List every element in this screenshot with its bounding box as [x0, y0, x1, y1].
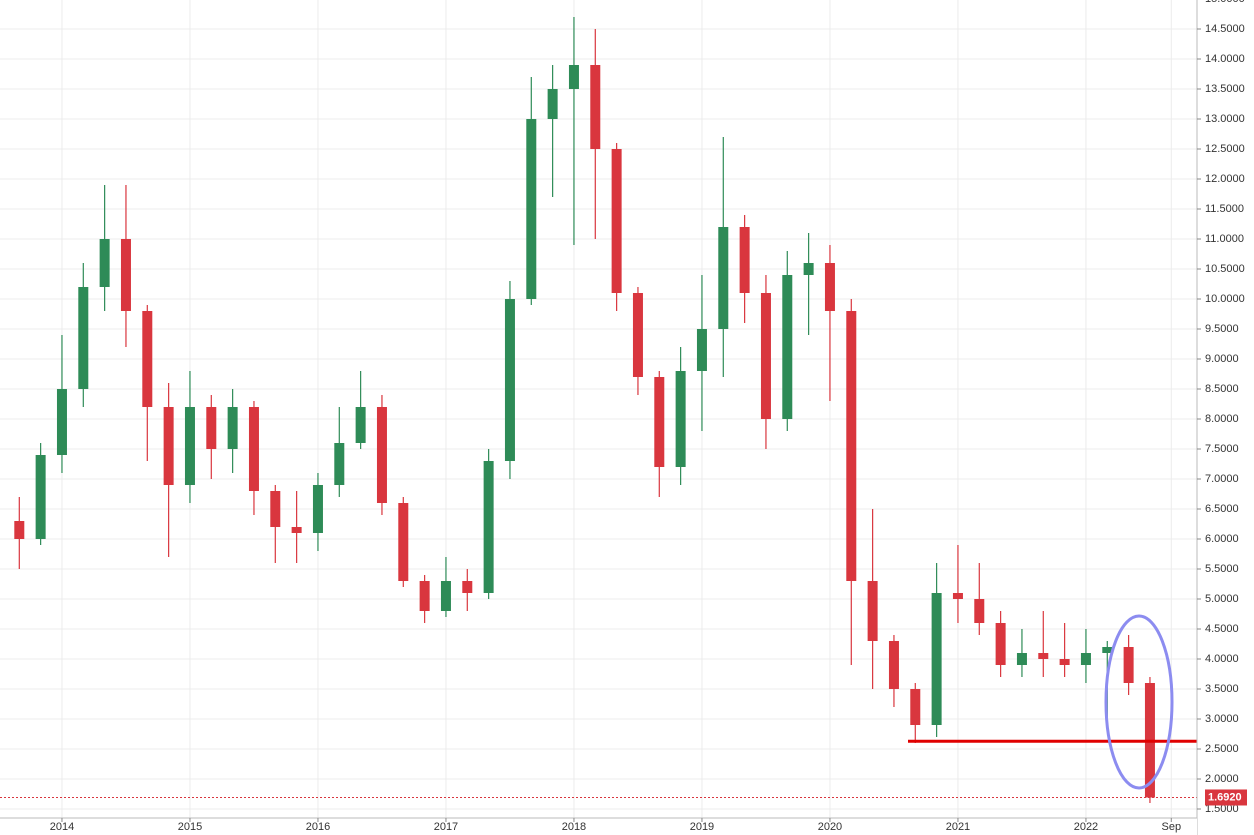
candle-body	[56, 389, 67, 455]
y-tick-label: 14.0000	[1205, 53, 1245, 65]
candle-body	[120, 239, 131, 311]
x-tick-label: 2016	[306, 821, 330, 833]
y-tick-label: 9.5000	[1205, 323, 1239, 335]
x-tick-label: 2020	[818, 821, 842, 833]
candle-body	[654, 377, 665, 467]
candle-body	[632, 293, 643, 377]
y-tick-label: 4.5000	[1205, 623, 1239, 635]
highlight-ellipse	[1104, 614, 1174, 790]
x-tick-label: 2019	[690, 821, 714, 833]
candle-body	[227, 407, 238, 449]
candle-body	[824, 263, 835, 311]
x-tick-label: Sep	[1161, 821, 1181, 833]
candle-body	[1016, 653, 1027, 665]
last-price-tag	[1205, 789, 1247, 806]
candle-body	[334, 443, 345, 485]
candle-body	[888, 641, 899, 689]
candle-body	[995, 623, 1006, 665]
candle-body	[78, 287, 89, 389]
candle-body	[483, 461, 494, 593]
x-tick-label: 2021	[946, 821, 970, 833]
candle-body	[1038, 653, 1049, 659]
candle-body	[867, 581, 878, 641]
candle-body	[291, 527, 302, 533]
candle-body	[398, 503, 409, 581]
y-tick-label: 7.0000	[1205, 473, 1239, 485]
candle-body	[99, 239, 110, 287]
y-tick-label: 7.5000	[1205, 443, 1239, 455]
x-tick-label: 2022	[1074, 821, 1098, 833]
x-tick-label: 2015	[178, 821, 202, 833]
candle-body	[1080, 653, 1091, 665]
candle-body	[590, 65, 601, 149]
last-price-label: 1.6920	[1208, 791, 1242, 803]
candle-body	[270, 491, 281, 527]
candle-body	[952, 593, 963, 599]
candle-body	[355, 407, 366, 443]
y-tick-label: 11.5000	[1205, 203, 1244, 215]
y-tick-label: 12.0000	[1205, 173, 1245, 185]
candle-body	[376, 407, 387, 503]
x-tick-label: 2014	[50, 821, 74, 833]
candle-body	[910, 689, 921, 725]
y-tick-label: 1.5000	[1205, 803, 1239, 815]
candle-body	[675, 371, 686, 467]
y-tick-label: 3.5000	[1205, 683, 1239, 695]
y-tick-label: 3.0000	[1205, 713, 1239, 725]
y-tick-label: 6.0000	[1205, 533, 1239, 545]
candle-body	[142, 311, 153, 407]
candle-body	[419, 581, 430, 611]
candle-body	[163, 407, 174, 485]
candle-body	[526, 119, 537, 299]
y-tick-label: 13.5000	[1205, 83, 1245, 95]
y-tick-label: 2.0000	[1205, 773, 1239, 785]
candle-body	[312, 485, 323, 533]
candle-body	[206, 407, 217, 449]
candle-body	[803, 263, 814, 275]
x-tick-label: 2018	[562, 821, 586, 833]
candle-body	[718, 227, 729, 329]
candle-body	[1102, 647, 1113, 653]
y-tick-label: 14.5000	[1205, 23, 1245, 35]
y-tick-label: 8.0000	[1205, 413, 1239, 425]
y-tick-label: 9.0000	[1205, 353, 1239, 365]
y-tick-label: 11.0000	[1205, 233, 1244, 245]
candle-body	[248, 407, 259, 491]
y-tick-label: 12.5000	[1205, 143, 1245, 155]
y-tick-label: 13.0000	[1205, 113, 1245, 125]
candle-body	[611, 149, 622, 293]
y-tick-label: 5.0000	[1205, 593, 1239, 605]
y-tick-label: 15.0000	[1205, 0, 1245, 5]
candle-body	[568, 65, 579, 89]
candle-body	[184, 407, 195, 485]
candle-body	[504, 299, 515, 461]
candle-body	[974, 599, 985, 623]
y-tick-label: 2.5000	[1205, 743, 1239, 755]
candle-body	[462, 581, 473, 593]
y-tick-label: 10.5000	[1205, 263, 1245, 275]
candle-body	[14, 521, 25, 539]
candle-body	[846, 311, 857, 581]
x-tick-label: 2017	[434, 821, 458, 833]
candle-body	[35, 455, 46, 539]
y-tick-label: 10.0000	[1205, 293, 1245, 305]
candle-body	[760, 293, 771, 419]
candle-body	[696, 329, 707, 371]
x-axis-panel	[0, 818, 1197, 835]
candle-body	[1123, 647, 1134, 683]
y-tick-label: 6.5000	[1205, 503, 1239, 515]
candle-body	[739, 227, 750, 293]
candle-body	[782, 275, 793, 419]
y-tick-label: 8.5000	[1205, 383, 1239, 395]
candle-body	[440, 581, 451, 611]
candle-body	[547, 89, 558, 119]
candle-body	[1059, 659, 1070, 665]
y-axis-panel	[1197, 0, 1254, 835]
candle-body	[931, 593, 942, 725]
y-tick-label: 5.5000	[1205, 563, 1239, 575]
y-tick-label: 4.0000	[1205, 653, 1239, 665]
